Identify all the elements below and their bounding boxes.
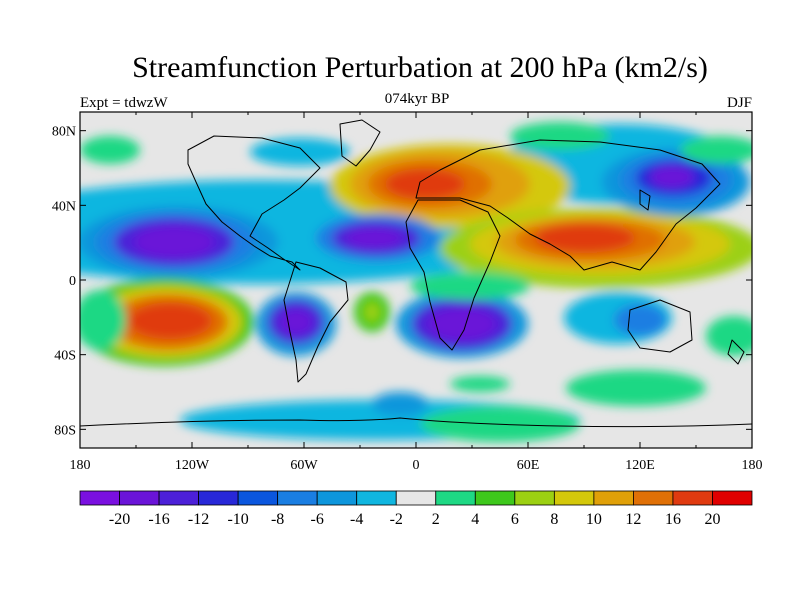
lon-tick-label: 0: [413, 458, 420, 473]
colorbar-swatch: [474, 490, 516, 506]
colorbar-label: -6: [311, 511, 324, 528]
colorbar-label: 6: [511, 511, 519, 528]
lon-tick-label: 180: [70, 458, 91, 473]
colorbar-swatch: [395, 490, 437, 506]
colorbar-swatch: [119, 490, 160, 506]
colorbar-label: 8: [550, 511, 558, 528]
colorbar-label: -10: [227, 511, 248, 528]
colorbar-swatch: [593, 490, 634, 506]
period-label: 074kyr BP: [384, 91, 450, 107]
lon-tick-label: 120W: [175, 458, 210, 473]
colorbar: -20 -16 -12 -10 -8 -6 -4 -2 2 4 6 8 10 12 16 20: [79, 490, 753, 528]
latitude-axis: 80N 40N 0 40S 80S: [52, 125, 752, 438]
lon-tick-label: 60W: [290, 458, 318, 473]
colorbar-swatch: [277, 490, 318, 506]
colorbar-label: -20: [109, 511, 130, 528]
colorbar-label: 16: [665, 511, 681, 528]
plot-title: Streamfunction Perturbation at 200 hPa (…: [132, 51, 708, 84]
lon-tick-label: 180: [742, 458, 763, 473]
colorbar-swatch: [237, 490, 279, 506]
colorbar-swatch: [158, 490, 199, 506]
colorbar-label: -4: [350, 511, 363, 528]
colorbar-swatch: [712, 490, 753, 506]
colorbar-label: -12: [188, 511, 209, 528]
colorbar-label: -2: [390, 511, 403, 528]
colorbar-label: 4: [471, 511, 479, 528]
colorbar-swatch: [435, 490, 476, 506]
colorbar-label: 10: [586, 511, 602, 528]
lon-tick-label: 120E: [625, 458, 655, 473]
colorbar-label: -16: [148, 511, 169, 528]
lat-tick-label: 40N: [52, 199, 76, 214]
colorbar-label: 12: [625, 511, 641, 528]
colorbar-swatch: [316, 490, 358, 506]
colorbar-label: -8: [271, 511, 284, 528]
map-panel: [80, 112, 752, 448]
lat-tick-label: 0: [69, 274, 76, 289]
contour-field: [80, 122, 752, 442]
colorbar-swatch: [672, 490, 713, 506]
lat-tick-label: 80N: [52, 125, 76, 140]
colorbar-swatch: [198, 490, 239, 506]
season-label: DJF: [726, 95, 752, 111]
colorbar-swatch: [633, 490, 674, 506]
coastlines: [80, 119, 752, 428]
colorbar-swatch: [79, 490, 120, 506]
colorbar-swatch: [514, 490, 555, 506]
lat-tick-label: 80S: [54, 423, 76, 438]
lat-tick-label: 40S: [54, 349, 76, 364]
lon-tick-label: 60E: [517, 458, 540, 473]
colorbar-swatch: [553, 490, 595, 506]
longitude-axis: 180 120W 60W 0 60E 120E 180: [70, 112, 763, 473]
colorbar-label: 2: [432, 511, 440, 528]
colorbar-label: 20: [704, 511, 720, 528]
experiment-label: Expt = tdwzW: [80, 95, 168, 111]
colorbar-swatch: [356, 490, 397, 506]
